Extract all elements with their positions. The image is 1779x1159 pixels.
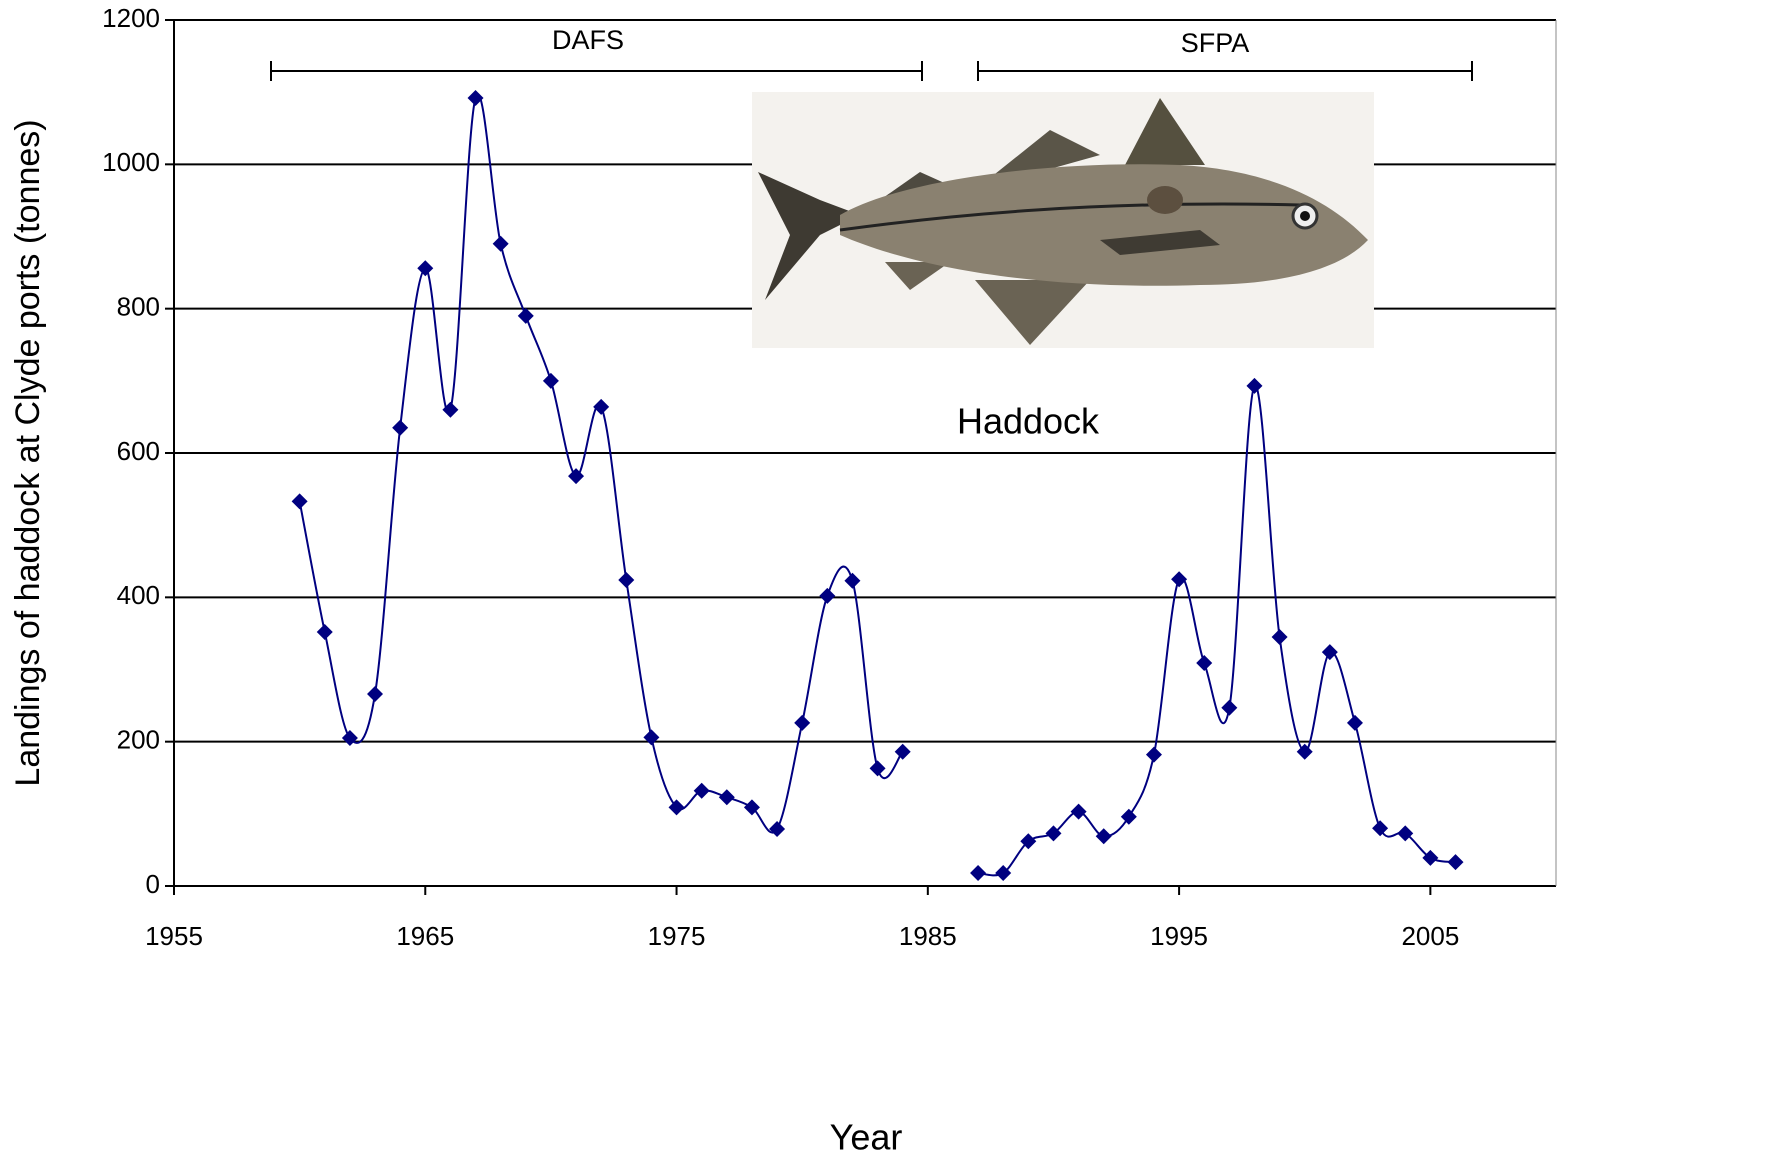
marker	[869, 760, 886, 777]
marker	[442, 401, 459, 418]
marker	[1321, 644, 1338, 661]
marker	[1120, 808, 1137, 825]
marker	[392, 419, 409, 436]
marker	[291, 493, 308, 510]
marker	[1422, 849, 1439, 866]
marker	[467, 89, 484, 106]
tail	[758, 172, 860, 300]
marker	[1372, 820, 1389, 837]
sfpa-bracket: SFPA	[977, 28, 1473, 81]
marker	[1246, 377, 1263, 394]
annotation: Haddock	[957, 401, 1100, 442]
x-tick-label: 1955	[145, 921, 203, 951]
y-tick-label: 400	[117, 580, 160, 610]
marker	[1271, 629, 1288, 646]
y-axis-title: Landings of haddock at Clyde ports (tonn…	[9, 119, 47, 786]
marker	[1070, 803, 1087, 820]
marker	[1196, 655, 1213, 672]
marker	[1397, 825, 1414, 842]
annotation: DAFS	[552, 25, 624, 55]
marker	[517, 307, 534, 324]
marker	[1171, 571, 1188, 588]
x-tick-label: 1965	[396, 921, 454, 951]
fin	[1125, 98, 1205, 165]
marker	[341, 730, 358, 747]
marker	[693, 782, 710, 799]
marker	[593, 398, 610, 415]
x-tick-label: 1975	[648, 921, 706, 951]
x-tick-label: 1995	[1150, 921, 1208, 951]
pupil	[1300, 211, 1310, 221]
y-tick-label: 200	[117, 725, 160, 755]
marker	[743, 799, 760, 816]
marker	[718, 789, 735, 806]
marker	[769, 820, 786, 837]
fish-image	[752, 92, 1374, 348]
dafs-bracket: DAFS	[270, 25, 923, 81]
lateral-line	[839, 202, 1301, 232]
marker	[1095, 828, 1112, 845]
marker	[367, 686, 384, 703]
y-tick-label: 0	[146, 869, 160, 899]
annotation: SFPA	[1181, 28, 1250, 58]
fin	[885, 262, 950, 290]
marker	[1447, 854, 1464, 871]
marker	[568, 468, 585, 485]
pectoral-fin	[1100, 230, 1220, 255]
marker	[844, 572, 861, 589]
marker	[417, 260, 434, 277]
marker	[819, 587, 836, 604]
fin	[975, 280, 1090, 345]
marker	[316, 623, 333, 640]
spot	[1147, 186, 1183, 214]
marker	[995, 865, 1012, 882]
marker	[794, 714, 811, 731]
marker	[970, 865, 987, 882]
marker	[643, 729, 660, 746]
marker	[542, 372, 559, 389]
y-tick-label: 1000	[102, 147, 160, 177]
body	[840, 164, 1368, 286]
y-tick-label: 1200	[102, 3, 160, 33]
marker	[492, 235, 509, 252]
marker	[618, 572, 635, 589]
marker	[668, 799, 685, 816]
marker	[1045, 825, 1062, 842]
marker	[1296, 743, 1313, 760]
marker	[1346, 714, 1363, 731]
y-tick-label: 600	[117, 436, 160, 466]
marker	[1221, 699, 1238, 716]
marker	[1145, 746, 1162, 763]
marker	[894, 743, 911, 760]
x-tick-label: 2005	[1401, 921, 1459, 951]
y-tick-label: 800	[117, 292, 160, 322]
marker	[1020, 833, 1037, 850]
x-tick-label: 1985	[899, 921, 957, 951]
x-axis-title: Year	[830, 1117, 903, 1158]
